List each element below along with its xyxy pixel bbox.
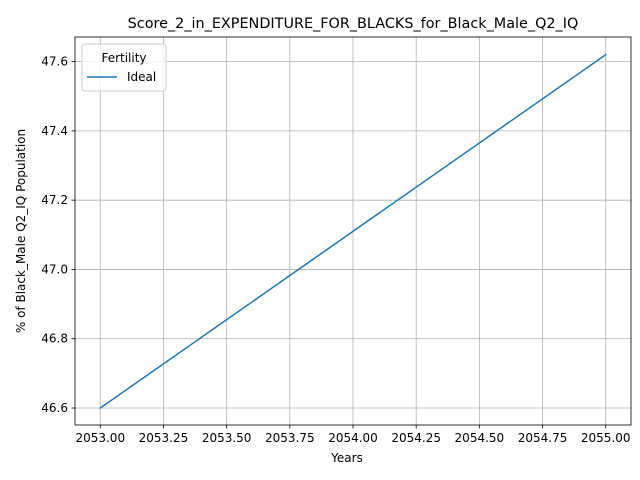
legend: Fertility Ideal — [81, 43, 167, 92]
y-tick-label: 46.6 — [41, 401, 68, 415]
x-tick-label: 2055.00 — [581, 431, 631, 445]
x-tick-label: 2053.75 — [265, 431, 315, 445]
x-tick-label: 2054.75 — [518, 431, 568, 445]
y-tick-label: 47.0 — [41, 262, 68, 276]
y-tick-label: 46.8 — [41, 332, 68, 346]
chart-title: Score_2_in_EXPENDITURE_FOR_BLACKS_for_Bl… — [128, 16, 579, 32]
x-tick-label: 2053.50 — [202, 431, 252, 445]
y-tick-label: 47.4 — [41, 124, 68, 138]
grid-lines — [75, 37, 631, 425]
x-tick-label: 2053.25 — [139, 431, 189, 445]
x-tick-label: 2054.00 — [328, 431, 378, 445]
legend-title: Fertility — [101, 51, 146, 65]
y-axis-label: % of Black_Male Q2_IQ Population — [14, 129, 28, 333]
x-tick-label: 2053.00 — [75, 431, 125, 445]
series-line-ideal — [99, 53, 607, 410]
axes: 2053.00 2053.25 2053.50 2053.75 2054.00 2054.… — [41, 55, 630, 445]
legend-entry-ideal: Ideal — [127, 70, 156, 84]
series-layer — [99, 53, 607, 410]
x-tick-label: 2054.25 — [391, 431, 441, 445]
y-tick-label: 47.2 — [41, 193, 68, 207]
x-axis-label: Years — [330, 451, 363, 465]
x-tick-label: 2054.50 — [455, 431, 505, 445]
y-tick-label: 47.6 — [41, 55, 68, 69]
plot-frame — [74, 36, 632, 426]
legend-box — [81, 43, 167, 92]
